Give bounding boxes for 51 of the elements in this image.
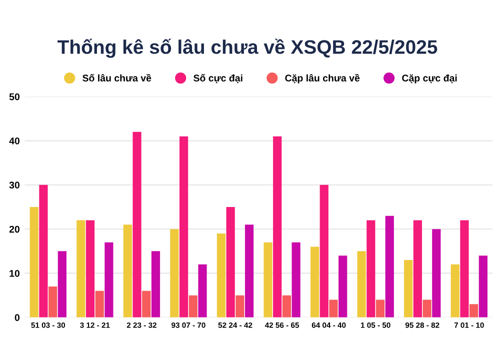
y-tick-label: 40 — [9, 137, 20, 144]
bar — [179, 136, 188, 318]
bar — [236, 295, 244, 318]
legend-label: Cặp cực đại — [402, 74, 457, 84]
bar — [132, 132, 142, 318]
bar — [357, 251, 366, 318]
bar — [188, 295, 198, 318]
bar — [170, 229, 179, 318]
y-tick-label: 10 — [10, 270, 20, 277]
bar — [478, 256, 488, 318]
bar — [226, 207, 235, 318]
chart-title: Thống kê số lâu chưa về XSQB 22/5/2025 — [58, 38, 438, 58]
bar — [76, 220, 86, 318]
bar — [58, 251, 66, 318]
bar — [292, 242, 300, 318]
bar — [95, 290, 104, 318]
y-tick-label: 30 — [9, 182, 20, 189]
bar — [413, 220, 422, 318]
bar — [86, 220, 95, 318]
y-tick-label: 50 — [9, 93, 20, 100]
bar — [310, 246, 320, 318]
bar — [329, 300, 338, 318]
legend-label: Số cực đại — [194, 74, 242, 84]
bar — [198, 264, 207, 318]
bar — [282, 295, 292, 318]
bar — [366, 220, 376, 318]
bar — [450, 264, 460, 318]
bar — [48, 286, 58, 318]
bar — [404, 260, 413, 318]
bar — [264, 242, 272, 318]
legend-label: Cặp lâu chưa về — [285, 74, 360, 84]
bar — [460, 220, 469, 318]
bar — [338, 256, 348, 318]
bar — [216, 233, 226, 318]
bar — [123, 224, 132, 318]
bar — [151, 251, 160, 318]
y-tick-label: 20 — [9, 226, 20, 233]
legend-label: Số lâu chưa về — [82, 74, 152, 82]
y-tick-label: 0 — [14, 314, 20, 322]
bar — [273, 136, 282, 318]
bar — [142, 290, 151, 318]
bar — [30, 207, 38, 318]
bar — [432, 229, 441, 318]
bar — [39, 184, 48, 318]
bar — [422, 300, 432, 318]
bar — [385, 216, 394, 318]
bar — [376, 300, 385, 318]
bar — [470, 304, 478, 318]
bar — [244, 224, 254, 318]
bar — [104, 242, 114, 318]
bar — [320, 184, 328, 318]
